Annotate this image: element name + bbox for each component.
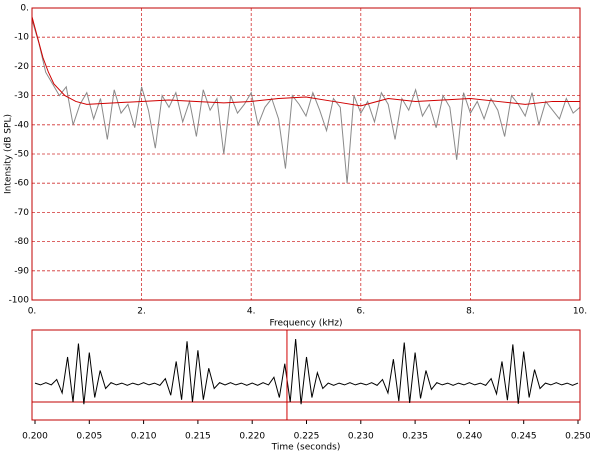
x-tick-label: 0.220 xyxy=(239,432,265,442)
x-tick-label: 0.210 xyxy=(131,432,157,442)
y-tick-label: -30 xyxy=(14,91,29,101)
y-tick-label: -60 xyxy=(14,179,29,189)
y-tick-label: 0. xyxy=(20,4,29,14)
x-tick-label: 0.235 xyxy=(402,432,428,442)
x-tick-label: 0.215 xyxy=(185,432,211,442)
series-line xyxy=(31,19,581,184)
y-tick-label: -50 xyxy=(14,150,29,160)
y-tick-label: -20 xyxy=(14,62,29,72)
plot-frame xyxy=(31,329,581,421)
y-tick-label: -80 xyxy=(14,237,29,247)
x-tick-label: 10. xyxy=(573,307,587,317)
x-tick-label: 0.205 xyxy=(76,432,102,442)
x-axis-label: Time (seconds) xyxy=(271,443,341,453)
y-tick-label: -40 xyxy=(14,120,29,130)
x-axis-label: Frequency (kHz) xyxy=(269,319,342,329)
x-tick-label: 0.245 xyxy=(511,432,537,442)
x-tick-label: 2. xyxy=(137,307,146,317)
y-axis-label: Intensity (dB SPL) xyxy=(4,114,14,194)
series-line xyxy=(34,338,579,405)
x-tick-label: 0.230 xyxy=(348,432,374,442)
x-tick-label: 8. xyxy=(466,307,475,317)
x-tick-label: 0.200 xyxy=(22,432,48,442)
x-tick-label: 0. xyxy=(28,307,37,317)
x-tick-label: 0.250 xyxy=(565,432,590,442)
x-tick-label: 4. xyxy=(247,307,256,317)
x-tick-label: 6. xyxy=(357,307,366,317)
plot-frame xyxy=(31,7,581,301)
y-tick-label: -100 xyxy=(9,296,30,306)
series-line xyxy=(31,16,580,107)
x-tick-label: 0.240 xyxy=(457,432,483,442)
y-tick-label: -70 xyxy=(14,208,29,218)
y-tick-label: -10 xyxy=(14,33,29,43)
x-tick-label: 0.225 xyxy=(294,432,320,442)
y-tick-label: -90 xyxy=(14,266,29,276)
